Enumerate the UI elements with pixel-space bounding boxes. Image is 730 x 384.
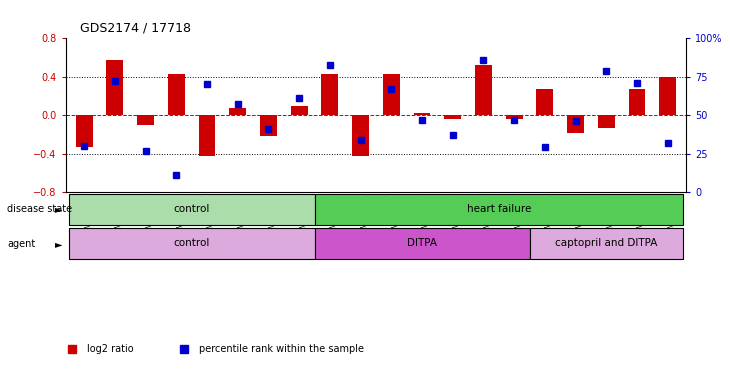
Text: GSM111869: GSM111869 bbox=[514, 192, 523, 238]
Bar bbox=[537, 89, 553, 115]
Bar bbox=[414, 113, 431, 115]
Text: GSM111772: GSM111772 bbox=[84, 192, 93, 238]
Text: ►: ► bbox=[55, 204, 62, 214]
Text: control: control bbox=[174, 238, 210, 248]
Bar bbox=[315, 194, 683, 225]
Text: GSM111866: GSM111866 bbox=[453, 192, 462, 238]
Bar bbox=[69, 194, 315, 225]
Bar bbox=[659, 77, 676, 115]
Text: GSM111829: GSM111829 bbox=[299, 192, 308, 238]
Bar bbox=[506, 115, 523, 119]
Bar bbox=[260, 115, 277, 136]
Text: GSM111861: GSM111861 bbox=[330, 192, 339, 238]
Bar bbox=[445, 115, 461, 119]
Bar bbox=[199, 115, 215, 157]
Text: GSM111865: GSM111865 bbox=[422, 192, 431, 238]
Bar bbox=[137, 115, 154, 125]
Bar bbox=[107, 60, 123, 115]
Bar bbox=[315, 228, 529, 260]
Text: GSM111826: GSM111826 bbox=[207, 192, 216, 238]
Text: GSM111824: GSM111824 bbox=[145, 192, 155, 238]
Bar bbox=[475, 65, 492, 115]
Text: GSM111823: GSM111823 bbox=[115, 192, 124, 238]
Text: GSM112041: GSM112041 bbox=[668, 192, 677, 238]
Bar bbox=[76, 115, 93, 147]
Text: agent: agent bbox=[7, 239, 36, 249]
Text: GSM111828: GSM111828 bbox=[269, 192, 277, 238]
Bar bbox=[567, 115, 584, 134]
Text: GDS2174 / 17718: GDS2174 / 17718 bbox=[80, 22, 191, 35]
Bar bbox=[598, 115, 615, 127]
Text: GSM111867: GSM111867 bbox=[483, 192, 493, 238]
Bar bbox=[529, 228, 683, 260]
Bar bbox=[69, 228, 315, 260]
Bar bbox=[383, 74, 400, 115]
Text: heart failure: heart failure bbox=[466, 204, 531, 214]
Text: GSM111864: GSM111864 bbox=[391, 192, 400, 238]
Text: DITPA: DITPA bbox=[407, 238, 437, 248]
Text: GSM111827: GSM111827 bbox=[238, 192, 247, 238]
Bar bbox=[291, 106, 307, 115]
Text: disease state: disease state bbox=[7, 204, 72, 214]
Bar bbox=[629, 89, 645, 115]
Text: GSM112038: GSM112038 bbox=[576, 192, 585, 238]
Bar bbox=[352, 115, 369, 157]
Text: GSM112039: GSM112039 bbox=[607, 192, 615, 238]
Text: GSM112040: GSM112040 bbox=[637, 192, 646, 238]
Text: log2 ratio: log2 ratio bbox=[88, 344, 134, 354]
Text: captopril and DITPA: captopril and DITPA bbox=[555, 238, 658, 248]
Bar bbox=[229, 108, 246, 115]
Text: percentile rank within the sample: percentile rank within the sample bbox=[199, 344, 364, 354]
Text: GSM111870: GSM111870 bbox=[545, 192, 554, 238]
Bar bbox=[321, 74, 338, 115]
Text: GSM111825: GSM111825 bbox=[176, 192, 185, 238]
Text: GSM111863: GSM111863 bbox=[361, 192, 369, 238]
Text: control: control bbox=[174, 204, 210, 214]
Text: ►: ► bbox=[55, 239, 62, 249]
Bar bbox=[168, 74, 185, 115]
